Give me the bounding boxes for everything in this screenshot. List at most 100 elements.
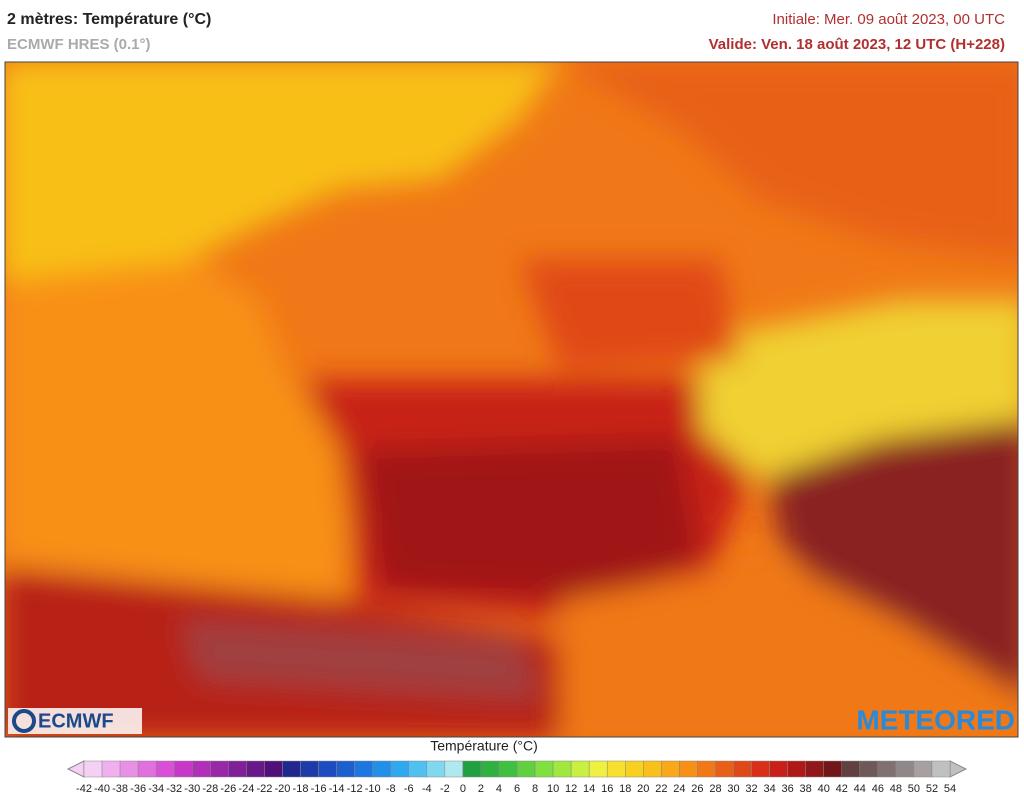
colorbar-swatch (534, 760, 554, 778)
title: 2 mètres: Température (°C) (7, 11, 211, 28)
colorbar-tick-label: -18 (293, 783, 309, 795)
colorbar-tick-label: 22 (655, 783, 667, 795)
colorbar-swatch (877, 760, 897, 778)
colorbar-tick-label: -2 (440, 783, 450, 795)
logo-left: ECMWF (38, 710, 114, 732)
colorbar-tick-label: 30 (727, 783, 739, 795)
colorbar-tick-label: -8 (386, 783, 396, 795)
colorbar-swatch (895, 760, 915, 778)
colorbar-swatch (354, 760, 373, 778)
colorbar-tick-label: -36 (130, 783, 146, 795)
colorbar-tick-label: 54 (944, 783, 956, 795)
colorbar-swatch (408, 760, 428, 778)
valid-time: Valide: Ven. 18 août 2023, 12 UTC (H+228… (709, 36, 1005, 53)
map (5, 62, 1018, 737)
colorbar-tick-label: 28 (709, 783, 721, 795)
colorbar-swatch (805, 760, 824, 778)
colorbar-swatch (101, 760, 121, 778)
colorbar-tick-label: 16 (601, 783, 613, 795)
colorbar-tick-label: 34 (763, 783, 775, 795)
colorbar-tick-label: 12 (565, 783, 577, 795)
colorbar-tick-label: 20 (637, 783, 649, 795)
colorbar-swatch (282, 760, 301, 778)
colorbar-tick-label: 18 (619, 783, 631, 795)
colorbar-swatch (300, 760, 319, 778)
colorbar-tick-label: 10 (547, 783, 559, 795)
colorbar-tick-label: 48 (890, 783, 902, 795)
colorbar-tick-label: 2 (478, 783, 484, 795)
colorbar-swatch (588, 760, 608, 778)
colorbar-tick-label: -38 (112, 783, 128, 795)
colorbar-tick-label: 50 (908, 783, 920, 795)
colorbar-swatch (661, 760, 680, 778)
colorbar-tick-label: 8 (532, 783, 538, 795)
colorbar-tick-label: -28 (202, 783, 218, 795)
map-frame (4, 61, 1019, 738)
colorbar-swatch (769, 760, 788, 778)
colorbar-tick-label: 46 (872, 783, 884, 795)
colorbar-swatch (516, 760, 536, 778)
colorbar-tick-label: -22 (256, 783, 272, 795)
colorbar-tick-label: -4 (422, 783, 432, 795)
colorbar-swatch (679, 760, 698, 778)
colorbar-tick-label: 0 (460, 783, 466, 795)
colorbar-tick-label: -24 (238, 783, 254, 795)
colorbar-tick-label: -14 (329, 783, 345, 795)
colorbar-tick-label: 24 (673, 783, 685, 795)
colorbar-tick-label: 52 (926, 783, 938, 795)
colorbar-swatch (390, 760, 410, 778)
logo-icon (12, 709, 36, 733)
colorbar-swatch (336, 760, 355, 778)
colorbar-swatch (625, 760, 644, 778)
colorbar-tick-label: -40 (94, 783, 110, 795)
colorbar-swatch (552, 760, 572, 778)
colorbar-swatch (372, 760, 391, 778)
colorbar-swatch (643, 760, 662, 778)
colorbar-swatch (480, 760, 500, 778)
colorbar-tick-label: -16 (311, 783, 327, 795)
colorbar-tick-label: 40 (818, 783, 830, 795)
colorbar-tick-label: 32 (745, 783, 757, 795)
colorbar-tick-label: -34 (148, 783, 164, 795)
colorbar: -42 -40 -38 -36 -34 -32 -30 -28 -26 -24 -22 -20 -18-… (66, 760, 968, 795)
colorbar-swatch (751, 760, 770, 778)
colorbar-swatch (733, 760, 752, 778)
colorbar-tick-label: 6 (514, 783, 520, 795)
colorbar-swatch (787, 760, 806, 778)
colorbar-swatch (841, 760, 861, 778)
colorbar-swatch (606, 760, 626, 778)
subtitle: ECMWF HRES (0.1°) (7, 36, 151, 53)
colorbar-swatch (697, 760, 716, 778)
colorbar-tick-label: 26 (691, 783, 703, 795)
colorbar-swatch (119, 760, 139, 778)
colorbar-swatch (137, 760, 157, 778)
colorbar-tick-label: 4 (496, 783, 502, 795)
colorbar-end-low (66, 760, 85, 778)
colorbar-swatch (426, 760, 446, 778)
colorbar-title: Température (°C) (430, 738, 538, 754)
colorbar-swatch (715, 760, 734, 778)
colorbar-tick-label: 44 (854, 783, 866, 795)
colorbar-swatch (444, 760, 464, 778)
colorbar-end-high (949, 760, 968, 778)
colorbar-swatch (173, 760, 193, 778)
colorbar-swatch (264, 760, 283, 778)
init-time: Initiale: Mer. 09 août 2023, 00 UTC (772, 11, 1005, 28)
colorbar-tick-label: 14 (583, 783, 595, 795)
colorbar-swatch (823, 760, 842, 778)
colorbar-tick-label: -12 (347, 783, 363, 795)
colorbar-tick-label: -42 (76, 783, 92, 795)
colorbar-swatch (155, 760, 175, 778)
colorbar-tick-label: -6 (404, 783, 414, 795)
colorbar-swatch (192, 760, 211, 778)
colorbar-swatch (498, 760, 518, 778)
colorbar-swatch (462, 760, 482, 778)
colorbar-tick-label: -10 (365, 783, 381, 795)
colorbar-tick-label: 36 (782, 783, 794, 795)
colorbar-tick-label: -26 (220, 783, 236, 795)
colorbar-tick-label: -30 (184, 783, 200, 795)
colorbar-swatch (246, 760, 265, 778)
colorbar-swatch (228, 760, 247, 778)
colorbar-tick-label: 38 (800, 783, 812, 795)
